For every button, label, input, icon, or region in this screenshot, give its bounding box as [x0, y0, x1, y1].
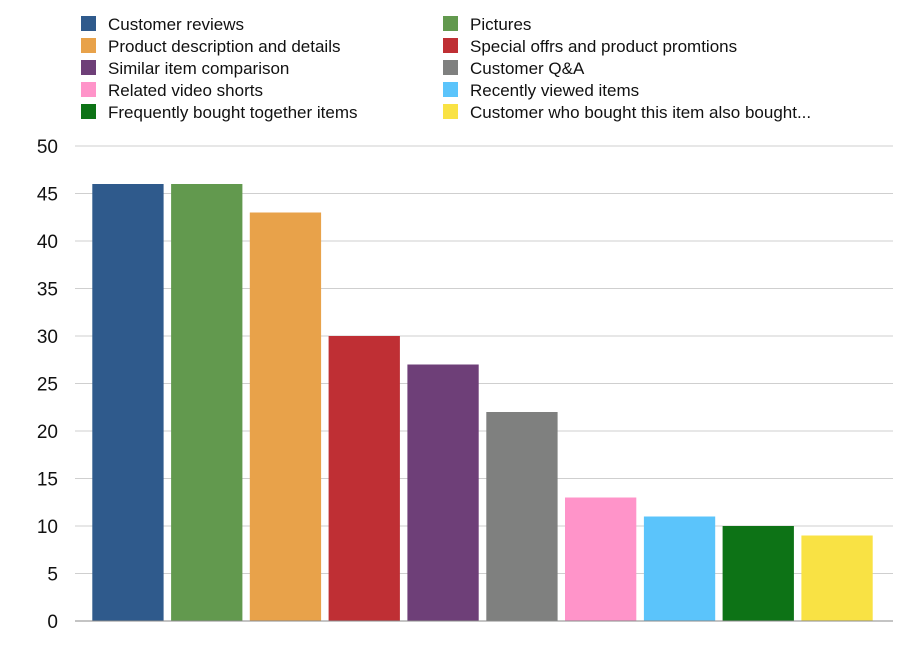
bar-2 [171, 184, 243, 621]
y-tick-label: 35 [37, 280, 58, 301]
y-tick-label: 10 [37, 517, 58, 538]
bar-6 [486, 412, 558, 621]
legend-label: Frequently bought together items [108, 103, 357, 122]
y-tick-label: 30 [37, 327, 58, 348]
legend-label: Recently viewed items [470, 81, 639, 100]
legend-swatch [443, 16, 458, 31]
y-tick-label: 40 [37, 232, 58, 253]
legend-swatch [443, 82, 458, 97]
y-axis-ticks: 0 5 10 15 20 25 30 35 40 45 50 [37, 137, 58, 633]
bars [92, 184, 873, 621]
legend-label: Customer who bought this item also bough… [470, 103, 811, 122]
legend-swatch [443, 104, 458, 119]
legend-label: Product description and details [108, 37, 340, 56]
y-tick-label: 50 [37, 137, 58, 158]
y-tick-label: 5 [47, 565, 58, 586]
legend: Customer reviews Pictures Product descript… [81, 15, 811, 122]
legend-swatch [81, 16, 96, 31]
y-tick-label: 15 [37, 470, 58, 491]
legend-swatch [443, 60, 458, 75]
legend-swatch [443, 38, 458, 53]
bar-3 [249, 212, 322, 621]
bar-4 [328, 336, 400, 621]
legend-label: Customer Q&A [470, 59, 585, 78]
legend-label: Special offrs and product promtions [470, 37, 737, 56]
bar-8 [643, 516, 716, 621]
y-tick-label: 0 [47, 612, 58, 633]
legend-label: Customer reviews [108, 15, 244, 34]
y-tick-label: 25 [37, 375, 58, 396]
bar-9 [722, 526, 794, 621]
bar-5 [407, 364, 479, 621]
legend-label: Pictures [470, 15, 531, 34]
y-tick-label: 45 [37, 185, 58, 206]
bar-7 [565, 497, 637, 621]
legend-swatch [81, 60, 96, 75]
legend-swatch [81, 38, 96, 53]
legend-swatch [81, 82, 96, 97]
legend-swatch [81, 104, 96, 119]
legend-label: Related video shorts [108, 81, 263, 100]
y-tick-label: 20 [37, 422, 58, 443]
bar-10 [801, 535, 873, 621]
bar-1 [92, 184, 164, 621]
legend-label: Similar item comparison [108, 59, 289, 78]
